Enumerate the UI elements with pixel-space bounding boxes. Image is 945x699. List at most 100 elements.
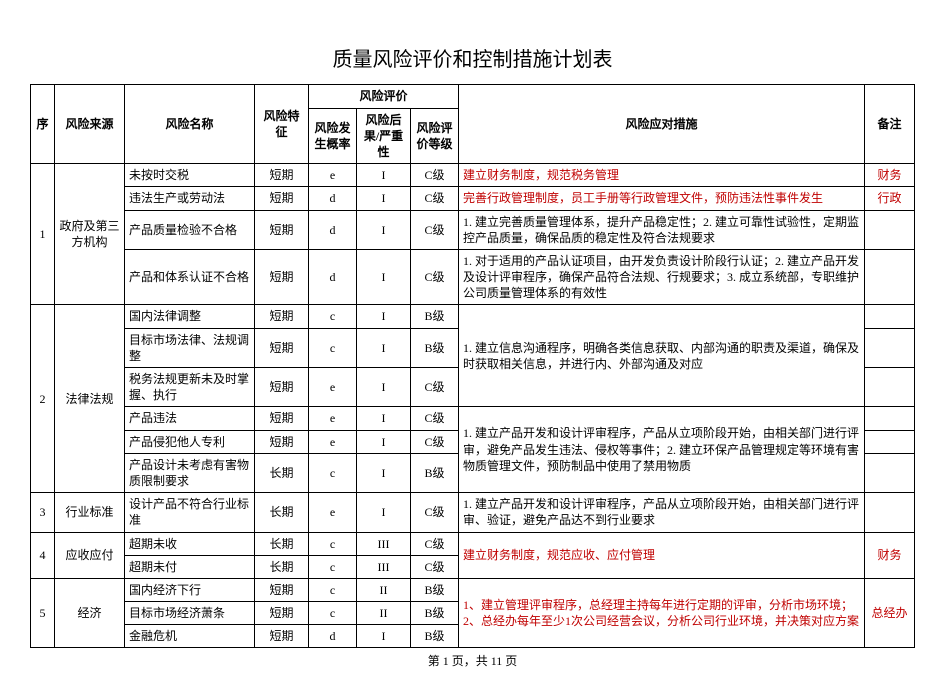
th-seq: 序: [31, 85, 55, 164]
cell-name: 未按时交税: [125, 164, 255, 187]
cell-name: 产品质量检验不合格: [125, 210, 255, 249]
cell-measure: 完善行政管理制度，员工手册等行政管理文件，预防违法性事件发生: [459, 187, 865, 210]
cell-name: 国内法律调整: [125, 305, 255, 328]
cell-grade: B级: [411, 625, 459, 648]
table-row: 1政府及第三方机构未按时交税短期eIC级建立财务制度，规范税务管理财务: [31, 164, 915, 187]
cell-note: [865, 305, 915, 328]
cell-grade: C级: [411, 368, 459, 407]
cell-feature: 短期: [255, 164, 309, 187]
cell-seq: 1: [31, 164, 55, 305]
cell-note: 行政: [865, 187, 915, 210]
cell-severity: I: [357, 328, 411, 367]
cell-severity: II: [357, 602, 411, 625]
cell-feature: 长期: [255, 493, 309, 532]
cell-measure: 建立财务制度，规范税务管理: [459, 164, 865, 187]
cell-measure: 1. 对于适用的产品认证项目，由开发负责设计阶段行认证；2. 建立产品开发及设计…: [459, 249, 865, 305]
cell-grade: B级: [411, 578, 459, 601]
cell-note: [865, 453, 915, 492]
table-row: 产品质量检验不合格短期dIC级1. 建立完善质量管理体系，提升产品稳定性；2. …: [31, 210, 915, 249]
cell-prob: d: [309, 210, 357, 249]
cell-severity: I: [357, 164, 411, 187]
cell-name: 产品违法: [125, 407, 255, 430]
cell-feature: 短期: [255, 305, 309, 328]
cell-name: 设计产品不符合行业标准: [125, 493, 255, 532]
cell-grade: B级: [411, 305, 459, 328]
cell-note: [865, 249, 915, 305]
th-note: 备注: [865, 85, 915, 164]
cell-feature: 长期: [255, 532, 309, 555]
cell-prob: d: [309, 625, 357, 648]
cell-source: 政府及第三方机构: [55, 164, 125, 305]
th-eval-group: 风险评价: [309, 85, 459, 108]
table-header: 序 风险来源 风险名称 风险特征 风险评价 风险应对措施 备注 风险发生概率 风…: [31, 85, 915, 164]
cell-feature: 长期: [255, 453, 309, 492]
cell-name: 目标市场经济萧条: [125, 602, 255, 625]
cell-seq: 4: [31, 532, 55, 578]
page-title: 质量风险评价和控制措施计划表: [30, 43, 915, 72]
cell-note: [865, 368, 915, 407]
cell-severity: I: [357, 305, 411, 328]
cell-note: 财务: [865, 164, 915, 187]
table-row: 3行业标准设计产品不符合行业标准长期eIC级1. 建立产品开发和设计评审程序，产…: [31, 493, 915, 532]
cell-grade: C级: [411, 532, 459, 555]
cell-name: 国内经济下行: [125, 578, 255, 601]
cell-prob: e: [309, 430, 357, 453]
cell-seq: 5: [31, 578, 55, 648]
cell-prob: e: [309, 164, 357, 187]
cell-feature: 短期: [255, 328, 309, 367]
cell-note: [865, 210, 915, 249]
cell-prob: c: [309, 578, 357, 601]
cell-prob: c: [309, 328, 357, 367]
cell-note: [865, 430, 915, 453]
cell-measure: 1、建立管理评审程序，总经理主持每年进行定期的评审，分析市场环境；2、总经办每年…: [459, 578, 865, 648]
cell-note: 总经办: [865, 578, 915, 648]
cell-name: 产品和体系认证不合格: [125, 249, 255, 305]
cell-grade: C级: [411, 430, 459, 453]
cell-prob: e: [309, 407, 357, 430]
cell-source: 法律法规: [55, 305, 125, 493]
cell-prob: d: [309, 187, 357, 210]
pager: 第 1 页，共 11 页: [30, 652, 915, 669]
cell-feature: 短期: [255, 210, 309, 249]
cell-measure: 1. 建立完善质量管理体系，提升产品稳定性；2. 建立可靠性试验性，定期监控产品…: [459, 210, 865, 249]
cell-grade: C级: [411, 164, 459, 187]
cell-seq: 2: [31, 305, 55, 493]
th-feature: 风险特征: [255, 85, 309, 164]
cell-severity: I: [357, 430, 411, 453]
cell-prob: c: [309, 453, 357, 492]
cell-prob: c: [309, 532, 357, 555]
cell-severity: III: [357, 555, 411, 578]
cell-prob: c: [309, 602, 357, 625]
cell-grade: C级: [411, 555, 459, 578]
cell-severity: I: [357, 187, 411, 210]
cell-prob: d: [309, 249, 357, 305]
cell-grade: C级: [411, 493, 459, 532]
cell-source: 应收应付: [55, 532, 125, 578]
cell-feature: 短期: [255, 602, 309, 625]
cell-prob: e: [309, 368, 357, 407]
cell-measure: 1. 建立信息沟通程序，明确各类信息获取、内部沟通的职责及渠道，确保及时获取相关…: [459, 305, 865, 407]
table-body: 1政府及第三方机构未按时交税短期eIC级建立财务制度，规范税务管理财务违法生产或…: [31, 164, 915, 648]
cell-note: 财务: [865, 532, 915, 578]
cell-grade: C级: [411, 187, 459, 210]
cell-name: 超期未付: [125, 555, 255, 578]
cell-severity: I: [357, 493, 411, 532]
cell-severity: I: [357, 210, 411, 249]
cell-grade: B级: [411, 453, 459, 492]
th-measure: 风险应对措施: [459, 85, 865, 164]
cell-grade: C级: [411, 210, 459, 249]
table-row: 4应收应付超期未收长期cIIIC级建立财务制度，规范应收、应付管理财务: [31, 532, 915, 555]
cell-feature: 短期: [255, 249, 309, 305]
cell-note: [865, 493, 915, 532]
table-row: 违法生产或劳动法短期dIC级完善行政管理制度，员工手册等行政管理文件，预防违法性…: [31, 187, 915, 210]
table-row: 5经济国内经济下行短期cIIB级1、建立管理评审程序，总经理主持每年进行定期的评…: [31, 578, 915, 601]
cell-note: [865, 407, 915, 430]
cell-name: 税务法规更新未及时掌握、执行: [125, 368, 255, 407]
cell-severity: I: [357, 453, 411, 492]
table-row: 产品和体系认证不合格短期dIC级1. 对于适用的产品认证项目，由开发负责设计阶段…: [31, 249, 915, 305]
th-name: 风险名称: [125, 85, 255, 164]
cell-severity: III: [357, 532, 411, 555]
cell-prob: e: [309, 493, 357, 532]
cell-name: 违法生产或劳动法: [125, 187, 255, 210]
cell-measure: 1. 建立产品开发和设计评审程序，产品从立项阶段开始，由相关部门进行评审、验证，…: [459, 493, 865, 532]
